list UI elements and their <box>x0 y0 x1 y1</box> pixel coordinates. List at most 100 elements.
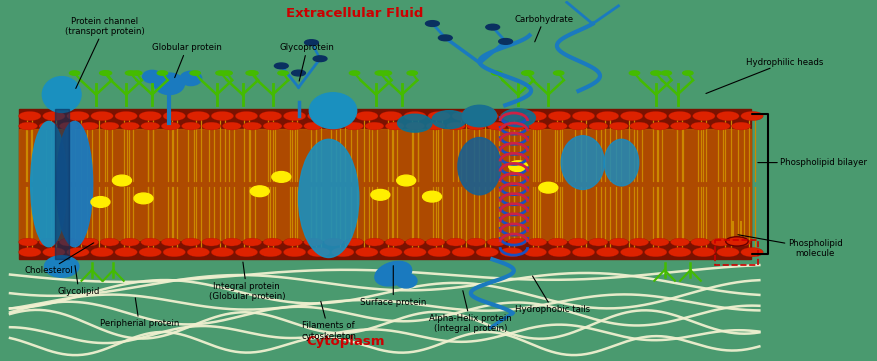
Circle shape <box>452 111 474 121</box>
Circle shape <box>222 238 241 246</box>
Ellipse shape <box>180 71 202 86</box>
Circle shape <box>161 238 180 246</box>
Circle shape <box>283 111 306 121</box>
Circle shape <box>18 248 41 257</box>
Ellipse shape <box>45 256 79 277</box>
Circle shape <box>211 111 233 121</box>
Circle shape <box>283 238 303 246</box>
Circle shape <box>91 248 113 257</box>
Circle shape <box>303 122 323 130</box>
Circle shape <box>115 111 138 121</box>
Circle shape <box>292 70 305 76</box>
Text: Filaments of
cytoskeleton: Filaments of cytoskeleton <box>301 301 356 341</box>
Circle shape <box>283 248 306 257</box>
Circle shape <box>69 71 80 75</box>
Circle shape <box>731 238 751 246</box>
Circle shape <box>620 248 643 257</box>
Circle shape <box>18 122 38 130</box>
Circle shape <box>467 122 486 130</box>
Circle shape <box>446 122 466 130</box>
Circle shape <box>487 122 506 130</box>
Circle shape <box>304 40 318 45</box>
Circle shape <box>275 63 289 69</box>
Circle shape <box>91 111 113 121</box>
Circle shape <box>202 238 221 246</box>
Circle shape <box>125 71 136 75</box>
Circle shape <box>508 238 526 246</box>
Circle shape <box>645 248 667 257</box>
Text: Protein channel
(transport protein): Protein channel (transport protein) <box>65 17 145 88</box>
Circle shape <box>548 122 567 130</box>
Circle shape <box>524 248 546 257</box>
Circle shape <box>491 71 502 75</box>
Text: Glycolipid: Glycolipid <box>58 266 100 296</box>
Circle shape <box>553 71 564 75</box>
Circle shape <box>522 71 532 75</box>
Circle shape <box>741 248 763 257</box>
Circle shape <box>630 71 639 75</box>
Text: Cytoplasm: Cytoplasm <box>307 335 385 348</box>
Circle shape <box>548 248 571 257</box>
Circle shape <box>246 71 256 75</box>
Circle shape <box>247 71 258 75</box>
Circle shape <box>380 248 403 257</box>
Text: Carbohydrate: Carbohydrate <box>515 15 574 42</box>
Ellipse shape <box>397 114 432 132</box>
Circle shape <box>438 35 453 41</box>
Circle shape <box>303 238 323 246</box>
Circle shape <box>381 71 391 75</box>
Ellipse shape <box>538 182 558 193</box>
Bar <box>716 240 759 265</box>
Text: Extracellular Fluid: Extracellular Fluid <box>286 8 424 21</box>
Circle shape <box>67 248 89 257</box>
Ellipse shape <box>423 191 441 202</box>
Circle shape <box>39 238 58 246</box>
Circle shape <box>691 122 709 130</box>
Circle shape <box>717 248 739 257</box>
Circle shape <box>524 71 534 75</box>
Circle shape <box>235 248 258 257</box>
Circle shape <box>43 248 65 257</box>
Circle shape <box>589 122 608 130</box>
Ellipse shape <box>250 186 269 197</box>
Circle shape <box>356 111 378 121</box>
Circle shape <box>80 122 99 130</box>
Ellipse shape <box>501 109 535 127</box>
Text: Hydrophilic heads: Hydrophilic heads <box>706 58 824 93</box>
Circle shape <box>528 122 547 130</box>
Circle shape <box>407 71 417 75</box>
Circle shape <box>548 238 567 246</box>
Ellipse shape <box>56 121 93 247</box>
Circle shape <box>18 238 38 246</box>
Circle shape <box>385 122 404 130</box>
Circle shape <box>573 248 595 257</box>
Circle shape <box>324 238 343 246</box>
Circle shape <box>120 238 139 246</box>
Ellipse shape <box>432 111 467 129</box>
Ellipse shape <box>509 161 528 171</box>
Circle shape <box>222 122 241 130</box>
Circle shape <box>102 71 111 75</box>
Circle shape <box>332 248 354 257</box>
Bar <box>18 109 751 259</box>
Ellipse shape <box>91 197 110 207</box>
Circle shape <box>324 122 343 130</box>
Bar <box>54 109 68 259</box>
Circle shape <box>243 238 261 246</box>
Circle shape <box>365 238 384 246</box>
Text: Cholesterol: Cholesterol <box>25 243 94 275</box>
Circle shape <box>645 111 667 121</box>
Circle shape <box>190 71 200 75</box>
Circle shape <box>385 238 404 246</box>
Circle shape <box>187 111 210 121</box>
Ellipse shape <box>310 93 357 129</box>
Circle shape <box>610 122 628 130</box>
Circle shape <box>406 238 424 246</box>
Circle shape <box>668 111 691 121</box>
Circle shape <box>500 248 523 257</box>
Circle shape <box>235 111 258 121</box>
Circle shape <box>356 248 378 257</box>
Circle shape <box>141 238 160 246</box>
Circle shape <box>452 248 474 257</box>
Circle shape <box>650 238 669 246</box>
